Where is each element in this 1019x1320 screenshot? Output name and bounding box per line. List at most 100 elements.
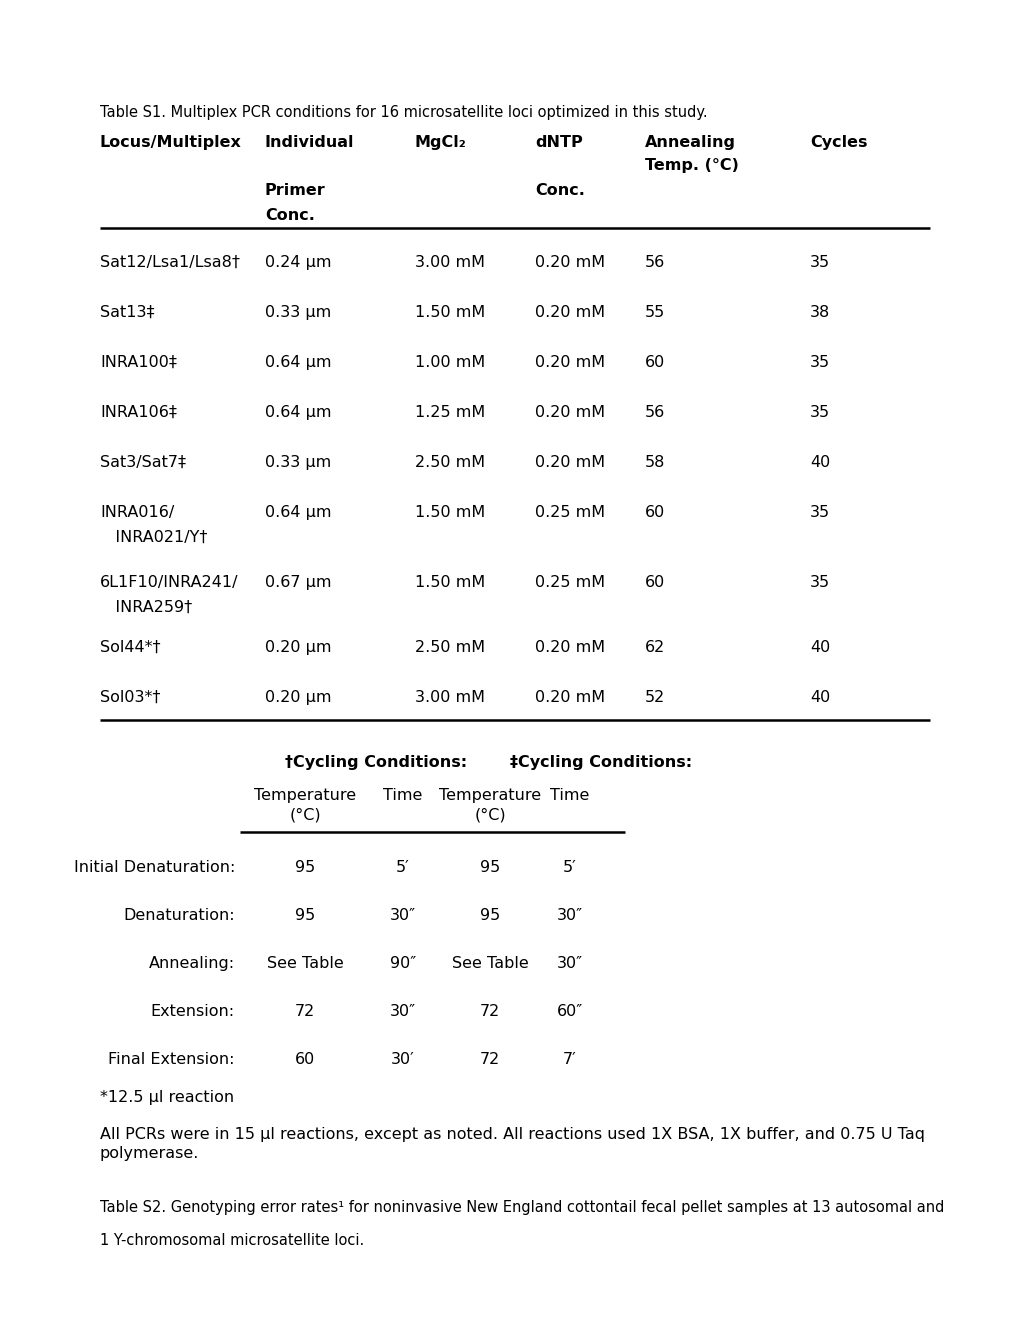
Text: 30″: 30″: [556, 908, 583, 923]
Text: 6L1F10/INRA241/: 6L1F10/INRA241/: [100, 576, 238, 590]
Text: 60: 60: [644, 506, 664, 520]
Text: 0.64 μm: 0.64 μm: [265, 355, 331, 370]
Text: 56: 56: [644, 405, 664, 420]
Text: 0.33 μm: 0.33 μm: [265, 305, 331, 319]
Text: 35: 35: [809, 576, 829, 590]
Text: 3.00 mM: 3.00 mM: [415, 255, 484, 271]
Text: 3.00 mM: 3.00 mM: [415, 690, 484, 705]
Text: 0.20 mM: 0.20 mM: [535, 690, 604, 705]
Text: Time: Time: [383, 788, 422, 803]
Text: 30′: 30′: [390, 1052, 415, 1067]
Text: Individual: Individual: [265, 135, 355, 150]
Text: Sat12/Lsa1/Lsa8†: Sat12/Lsa1/Lsa8†: [100, 255, 239, 271]
Text: Extension:: Extension:: [151, 1005, 234, 1019]
Text: 35: 35: [809, 506, 829, 520]
Text: 1.50 mM: 1.50 mM: [415, 506, 485, 520]
Text: (°C): (°C): [289, 808, 321, 822]
Text: All PCRs were in 15 μl reactions, except as noted. All reactions used 1X BSA, 1X: All PCRs were in 15 μl reactions, except…: [100, 1127, 924, 1160]
Text: Cycles: Cycles: [809, 135, 866, 150]
Text: INRA106‡: INRA106‡: [100, 405, 177, 420]
Text: (°C): (°C): [474, 808, 505, 822]
Text: Annealing: Annealing: [644, 135, 736, 150]
Text: 60: 60: [644, 355, 664, 370]
Text: Primer: Primer: [265, 183, 325, 198]
Text: INRA259†: INRA259†: [100, 601, 192, 615]
Text: Time: Time: [550, 788, 589, 803]
Text: 72: 72: [294, 1005, 315, 1019]
Text: Conc.: Conc.: [265, 209, 315, 223]
Text: 0.64 μm: 0.64 μm: [265, 506, 331, 520]
Text: Annealing:: Annealing:: [149, 956, 234, 972]
Text: 52: 52: [644, 690, 664, 705]
Text: 7′: 7′: [562, 1052, 577, 1067]
Text: Final Extension:: Final Extension:: [108, 1052, 234, 1067]
Text: Temp. (°C): Temp. (°C): [644, 158, 738, 173]
Text: 5′: 5′: [395, 861, 410, 875]
Text: 58: 58: [644, 455, 664, 470]
Text: 72: 72: [479, 1005, 499, 1019]
Text: 0.20 μm: 0.20 μm: [265, 640, 331, 655]
Text: 95: 95: [294, 861, 315, 875]
Text: 1.50 mM: 1.50 mM: [415, 305, 485, 319]
Text: 60: 60: [294, 1052, 315, 1067]
Text: 0.64 μm: 0.64 μm: [265, 405, 331, 420]
Text: 95: 95: [479, 908, 499, 923]
Text: 0.25 mM: 0.25 mM: [535, 576, 604, 590]
Text: 95: 95: [479, 861, 499, 875]
Text: 30″: 30″: [389, 1005, 416, 1019]
Text: 95: 95: [294, 908, 315, 923]
Text: Initial Denaturation:: Initial Denaturation:: [73, 861, 234, 875]
Text: 5′: 5′: [562, 861, 577, 875]
Text: 60″: 60″: [556, 1005, 583, 1019]
Text: 38: 38: [809, 305, 829, 319]
Text: Temperature: Temperature: [438, 788, 540, 803]
Text: 90″: 90″: [389, 956, 416, 972]
Text: 0.20 mM: 0.20 mM: [535, 455, 604, 470]
Text: 40: 40: [809, 640, 829, 655]
Text: 0.20 μm: 0.20 μm: [265, 690, 331, 705]
Text: 0.67 μm: 0.67 μm: [265, 576, 331, 590]
Text: Temperature: Temperature: [254, 788, 356, 803]
Text: 35: 35: [809, 405, 829, 420]
Text: 35: 35: [809, 355, 829, 370]
Text: 62: 62: [644, 640, 664, 655]
Text: 40: 40: [809, 455, 829, 470]
Text: 30″: 30″: [389, 908, 416, 923]
Text: 0.20 mM: 0.20 mM: [535, 640, 604, 655]
Text: Sol44*†: Sol44*†: [100, 640, 160, 655]
Text: dNTP: dNTP: [535, 135, 582, 150]
Text: 0.20 mM: 0.20 mM: [535, 305, 604, 319]
Text: 56: 56: [644, 255, 664, 271]
Text: 0.20 mM: 0.20 mM: [535, 255, 604, 271]
Text: Locus/Multiplex: Locus/Multiplex: [100, 135, 242, 150]
Text: 2.50 mM: 2.50 mM: [415, 640, 485, 655]
Text: 2.50 mM: 2.50 mM: [415, 455, 485, 470]
Text: 0.24 μm: 0.24 μm: [265, 255, 331, 271]
Text: 0.20 mM: 0.20 mM: [535, 405, 604, 420]
Text: 0.20 mM: 0.20 mM: [535, 355, 604, 370]
Text: 1.00 mM: 1.00 mM: [415, 355, 485, 370]
Text: MgCl₂: MgCl₂: [415, 135, 467, 150]
Text: Sat3/Sat7‡: Sat3/Sat7‡: [100, 455, 185, 470]
Text: 72: 72: [479, 1052, 499, 1067]
Text: 30″: 30″: [556, 956, 583, 972]
Text: 0.33 μm: 0.33 μm: [265, 455, 331, 470]
Text: 40: 40: [809, 690, 829, 705]
Text: ‡Cycling Conditions:: ‡Cycling Conditions:: [510, 755, 692, 770]
Text: Conc.: Conc.: [535, 183, 584, 198]
Text: *12.5 μl reaction: *12.5 μl reaction: [100, 1090, 234, 1105]
Text: 0.25 mM: 0.25 mM: [535, 506, 604, 520]
Text: 60: 60: [644, 576, 664, 590]
Text: INRA100‡: INRA100‡: [100, 355, 177, 370]
Text: Table S2. Genotyping error rates¹ for noninvasive New England cottontail fecal p: Table S2. Genotyping error rates¹ for no…: [100, 1200, 944, 1214]
Text: 35: 35: [809, 255, 829, 271]
Text: Sat13‡: Sat13‡: [100, 305, 155, 319]
Text: INRA016/: INRA016/: [100, 506, 174, 520]
Text: See Table: See Table: [451, 956, 528, 972]
Text: See Table: See Table: [266, 956, 343, 972]
Text: Sol03*†: Sol03*†: [100, 690, 160, 705]
Text: Denaturation:: Denaturation:: [123, 908, 234, 923]
Text: 1.25 mM: 1.25 mM: [415, 405, 485, 420]
Text: †Cycling Conditions:: †Cycling Conditions:: [284, 755, 467, 770]
Text: 1 Y-chromosomal microsatellite loci.: 1 Y-chromosomal microsatellite loci.: [100, 1233, 364, 1247]
